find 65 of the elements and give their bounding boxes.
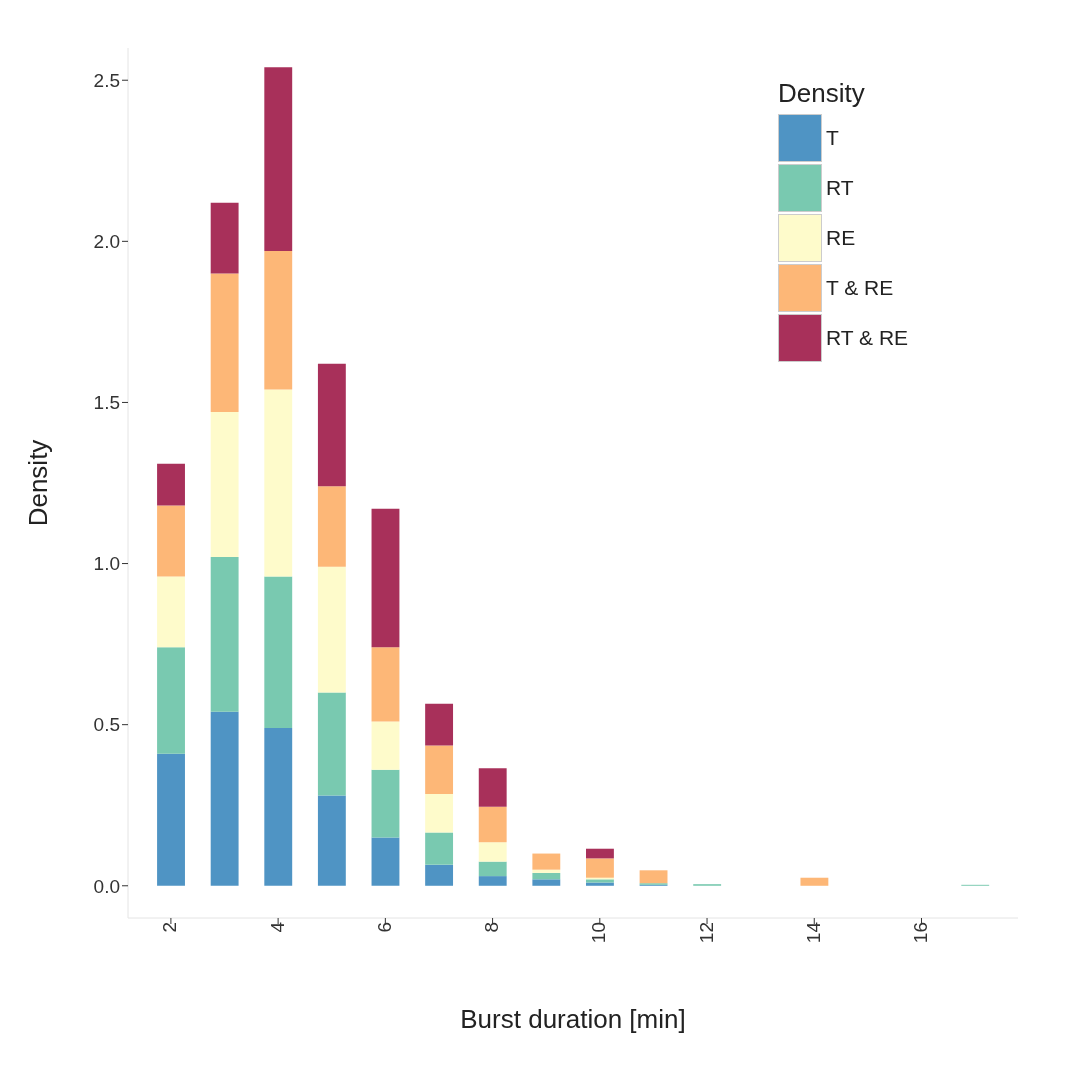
y-tick-label: 0.0 [93, 875, 120, 897]
y-tick-label: 2.5 [93, 69, 120, 91]
x-tick-label: 6 [373, 922, 395, 933]
legend-label: T [826, 126, 839, 150]
x-tick-label: 16 [909, 922, 931, 944]
y-tick-label: 1.5 [93, 392, 120, 414]
bar [317, 486, 346, 567]
bar [371, 721, 400, 770]
bar [210, 202, 239, 274]
bar [425, 703, 454, 746]
bar [532, 879, 561, 886]
x-tick-label: 12 [695, 922, 717, 944]
bar [478, 768, 507, 807]
bar [317, 795, 346, 886]
bar [371, 508, 400, 648]
bar [210, 412, 239, 558]
bar [478, 806, 507, 843]
bar [210, 557, 239, 712]
x-axis-title: Burst duration [min] [460, 1004, 686, 1034]
bar [264, 576, 293, 728]
bar [157, 463, 185, 506]
bar [264, 67, 293, 251]
bar [317, 363, 346, 487]
bar [317, 566, 346, 693]
bar [157, 647, 185, 754]
y-tick-label: 0.5 [93, 714, 120, 736]
bar [210, 711, 239, 886]
legend-label: RT [826, 176, 854, 200]
x-tick-label: 14 [802, 921, 824, 944]
bar [425, 793, 454, 833]
bar [425, 832, 454, 865]
bar [425, 745, 454, 794]
bar [264, 389, 293, 577]
bar [157, 576, 185, 648]
bar [210, 273, 239, 413]
bar [371, 769, 400, 838]
bar [478, 876, 507, 886]
bar [478, 861, 507, 877]
bar [586, 858, 614, 878]
legend-label: RT & RE [826, 326, 909, 350]
bar [478, 842, 507, 862]
x-tick-label: 8 [481, 922, 503, 933]
y-tick-label: 1.0 [93, 553, 120, 575]
bar [264, 251, 293, 390]
bar [532, 872, 561, 880]
bar [586, 848, 614, 859]
y-tick-label: 2.0 [93, 231, 120, 253]
legend-label: T & RE [826, 276, 894, 300]
x-tick-label: 10 [588, 922, 610, 944]
bar [317, 692, 346, 796]
bar [532, 869, 561, 873]
bar [157, 505, 185, 577]
bar [639, 870, 668, 884]
bar [371, 837, 400, 886]
bar [264, 727, 293, 886]
x-tick-label: 4 [266, 921, 288, 933]
bar [800, 877, 829, 886]
bar [425, 864, 454, 886]
x-tick-label: 2 [159, 922, 181, 933]
bar [532, 853, 561, 870]
y-axis-title: Density [23, 439, 54, 527]
legend-title: Density [778, 78, 866, 109]
bar [157, 753, 185, 886]
bar [371, 647, 400, 722]
legend-label: RE [826, 226, 856, 250]
